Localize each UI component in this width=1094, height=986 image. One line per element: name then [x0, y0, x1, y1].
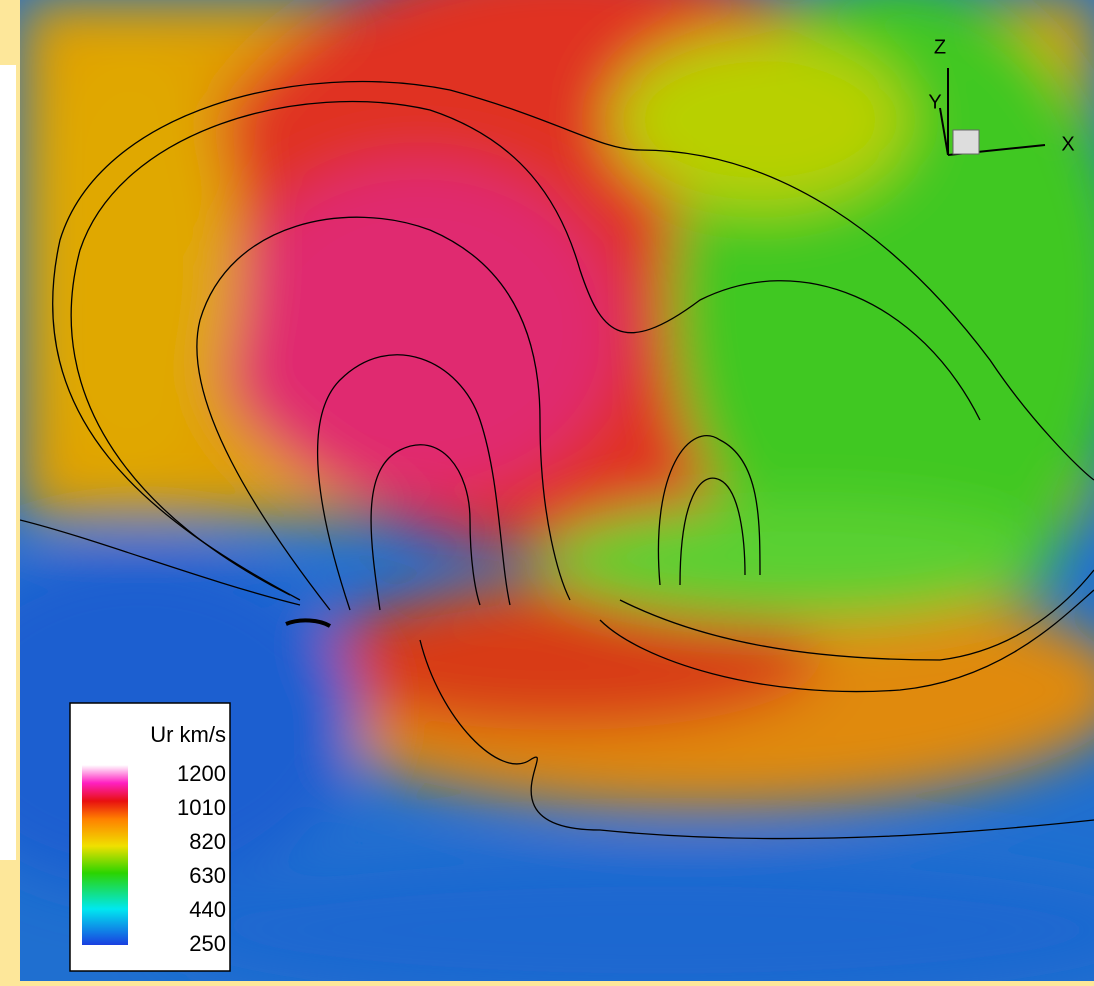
colorbar-tick-label: 1200 [177, 761, 226, 786]
axis-label: X [1061, 133, 1074, 155]
axis-label: Z [934, 36, 946, 58]
colorbar-tick-label: 250 [189, 931, 226, 956]
axis-label: Y [928, 91, 941, 113]
colorbar-title: Ur km/s [150, 722, 226, 747]
colorbar-tick-label: 630 [189, 863, 226, 888]
side-panel [0, 65, 16, 860]
visualization: Z Y X Ur km/s 1200 1010 820 630 440 250 [0, 0, 1094, 981]
page: Z Y X Ur km/s 12001010820630440250 (() =… [0, 0, 1094, 981]
colorbar-tick-label: 820 [189, 829, 226, 854]
colorbar: Ur km/s 1200 1010 820 630 440 250 [70, 703, 230, 971]
colorbar-tick-label: 440 [189, 897, 226, 922]
colorbar-tick-label: 1010 [177, 795, 226, 820]
